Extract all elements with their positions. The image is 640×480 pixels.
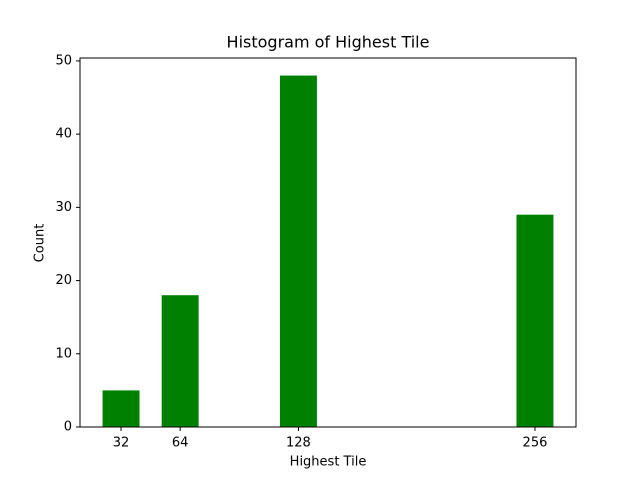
x-tick-label: 128	[286, 436, 311, 451]
bar	[279, 75, 317, 428]
x-tick-label: 64	[172, 436, 189, 451]
bar	[102, 390, 140, 427]
y-tick-label: 30	[55, 200, 72, 215]
y-tick-label: 10	[55, 346, 72, 361]
y-tick-label: 0	[64, 420, 72, 435]
bar	[161, 295, 199, 427]
y-tick-label: 40	[55, 127, 72, 142]
y-axis-label: Count	[33, 224, 48, 263]
y-tick-label: 20	[55, 273, 72, 288]
bar	[516, 214, 554, 427]
y-tick-label: 50	[55, 53, 72, 68]
plot-frame	[79, 57, 577, 428]
chart-title: Histogram of Highest Tile	[227, 33, 430, 52]
x-tick-label: 256	[523, 436, 548, 451]
x-axis-label: Highest Tile	[290, 455, 367, 470]
x-tick-label: 32	[113, 436, 130, 451]
